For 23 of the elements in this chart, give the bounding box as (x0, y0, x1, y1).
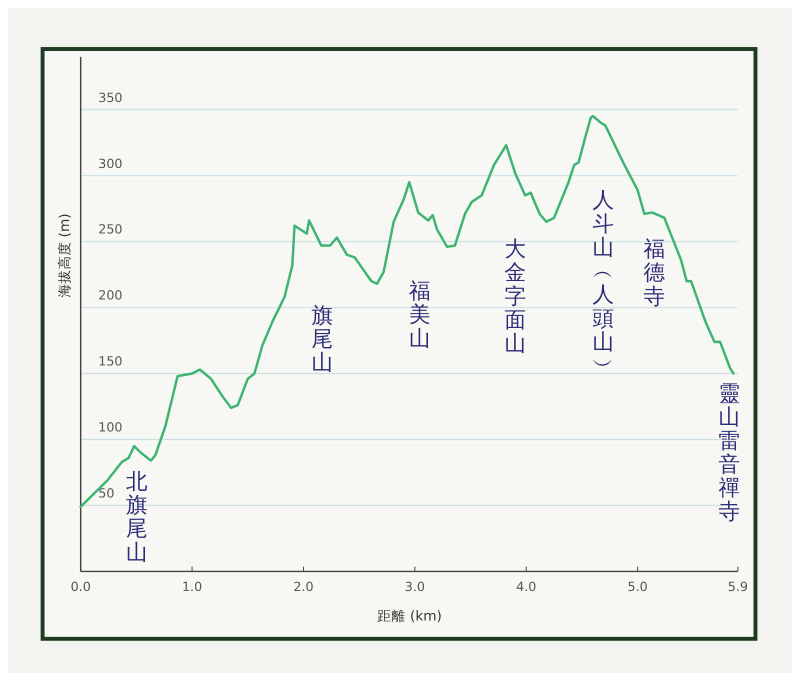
annotation: 北旗尾山 (126, 469, 147, 566)
x-tick-label: 0.0 (70, 578, 91, 594)
y-tick-label: 150 (98, 354, 122, 369)
annotation: 大金字面山 (504, 237, 526, 357)
y-tick-label: 300 (98, 156, 122, 171)
x-tick-label: 1.0 (182, 578, 202, 594)
y-tick-label: 100 (98, 420, 122, 435)
y-tick-label: 50 (98, 486, 114, 501)
annotation: 靈山雷音禪寺 (718, 382, 740, 525)
x-tick-label: 5.0 (628, 578, 648, 594)
annotation: 旗尾山 (311, 303, 332, 376)
annotation: 人斗山︵人頭山︶ (592, 188, 614, 379)
y-axis-title: 海拔高度 (m) (56, 213, 73, 298)
annotation: 福德寺 (643, 237, 664, 310)
y-tick-label: 200 (98, 288, 122, 303)
annotation: 福美山 (409, 279, 430, 352)
x-axis-title: 距離 (km) (378, 608, 442, 624)
y-tick-label: 250 (98, 222, 122, 237)
x-tick-label: 5.9 (728, 578, 748, 594)
y-tick-label: 350 (98, 90, 122, 105)
x-tick-label: 4.0 (516, 578, 536, 594)
x-tick-label: 3.0 (404, 578, 425, 594)
x-tick-label: 2.0 (293, 578, 314, 594)
